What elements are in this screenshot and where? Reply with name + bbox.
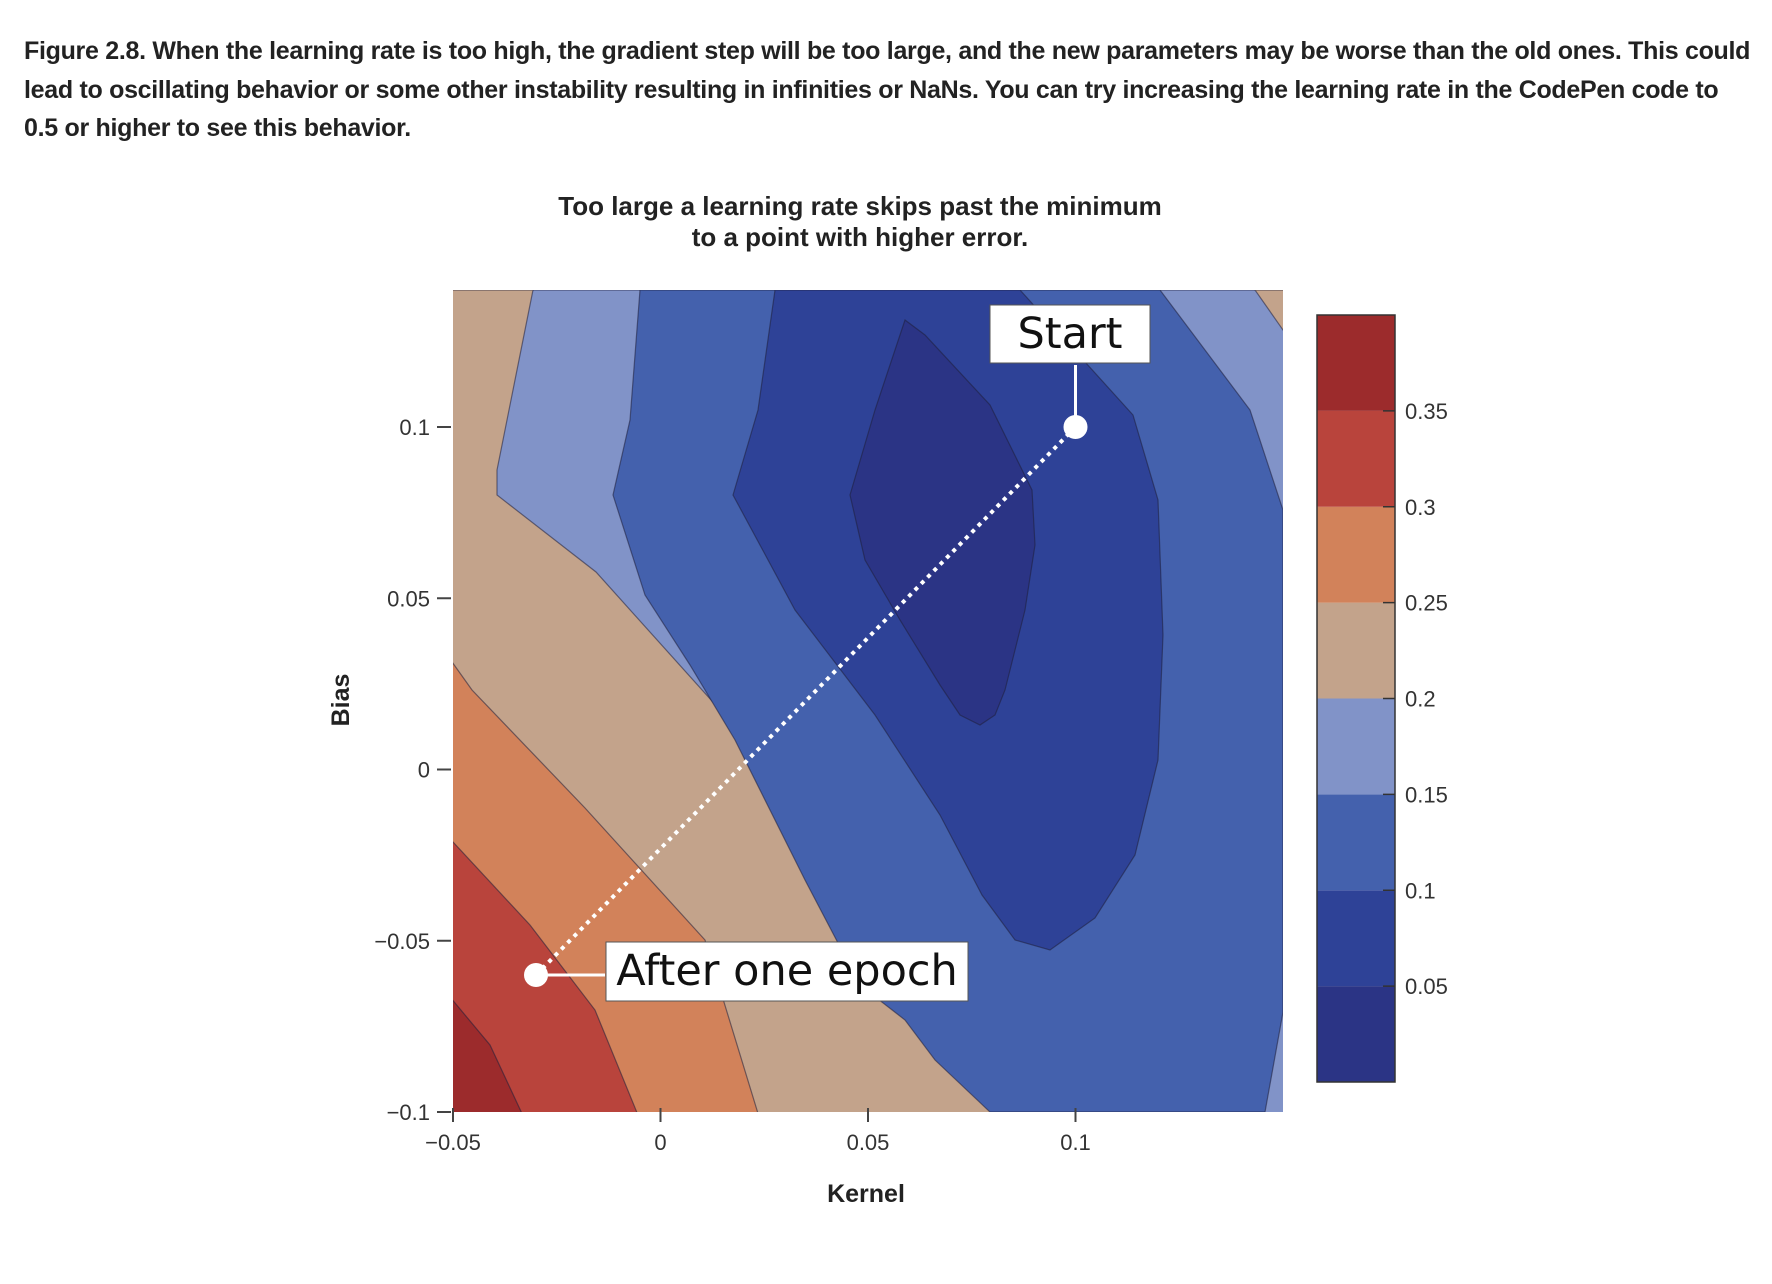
colorbar-tick-label: 0.3 (1405, 495, 1436, 520)
end-label: After one epoch (616, 946, 958, 996)
annotations: Start After one epoch (524, 304, 1151, 1002)
x-tick-label: 0.05 (847, 1130, 890, 1155)
x-axis-label: Kernel (827, 1180, 905, 1208)
x-tick-label: 0 (654, 1130, 666, 1155)
x-tick-label: −0.05 (425, 1130, 481, 1155)
y-tick-label: 0.1 (399, 415, 430, 440)
contour-band (1254, 290, 1283, 332)
colorbar-segment (1317, 698, 1395, 795)
colorbar-segment (1317, 315, 1395, 411)
colorbar-tick-label: 0.35 (1405, 399, 1448, 424)
end-point-marker (524, 963, 548, 987)
y-tick-label: −0.1 (387, 1100, 430, 1125)
colorbar-segment (1317, 410, 1395, 507)
start-point-marker (1063, 415, 1088, 439)
y-tick-label: 0 (418, 758, 430, 783)
chart-title-line-1: Too large a learning rate skips past the… (558, 191, 1161, 221)
chart-title-line-2: to a point with higher error. (692, 222, 1029, 252)
y-tick-label: 0.05 (387, 586, 430, 611)
colorbar-segment (1317, 794, 1395, 891)
y-tick-label: −0.05 (374, 929, 430, 954)
contour-band (453, 999, 522, 1112)
colorbar-segment (1317, 890, 1395, 987)
y-axis-label: Bias (327, 674, 355, 727)
gradient-step-path (534, 425, 1077, 977)
contour-band (849, 319, 1036, 726)
figure-caption: Figure 2.8. When the learning rate is to… (24, 37, 1751, 142)
colorbar: 0.05 0.1 0.15 0.2 0.25 0.3 0.35 (1316, 314, 1448, 1083)
colorbar-tick-label: 0.15 (1405, 782, 1448, 807)
end-label-box (605, 941, 969, 1002)
start-label-box (989, 304, 1151, 364)
x-tick-label: 0.1 (1060, 1130, 1091, 1155)
colorbar-tick-label: 0.05 (1405, 974, 1448, 999)
start-label: Start (1017, 309, 1122, 359)
colorbar-segment (1317, 602, 1395, 699)
colorbar-tick-label: 0.1 (1405, 878, 1436, 903)
contour-plot-area (453, 290, 1283, 1112)
colorbar-tick-label: 0.2 (1405, 687, 1436, 712)
colorbar-tick-label: 0.25 (1405, 591, 1448, 616)
colorbar-segment (1317, 506, 1395, 603)
axes: −0.05 0 0.05 0.1 −0.1 −0.05 0 0.05 0.1 (374, 415, 1090, 1155)
colorbar-segment (1317, 986, 1395, 1082)
